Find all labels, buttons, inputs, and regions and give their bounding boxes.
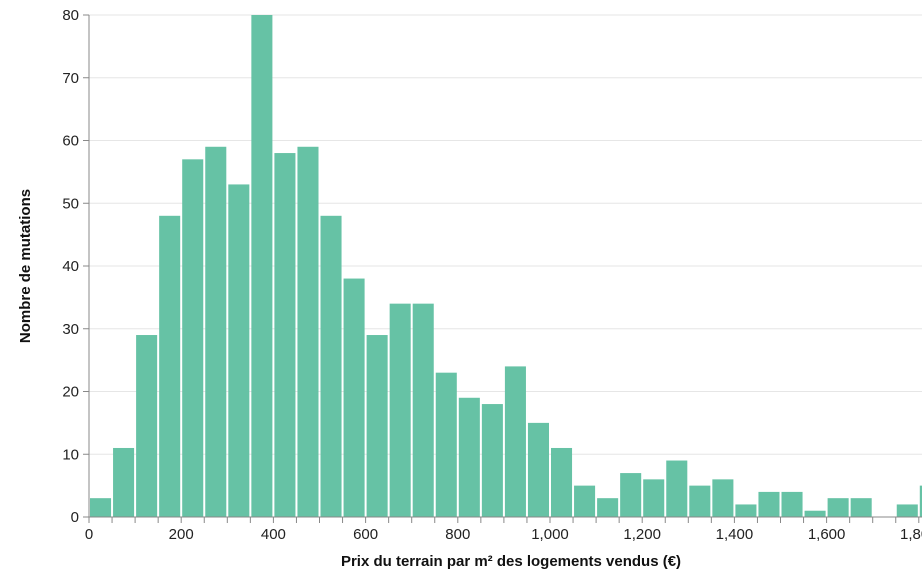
histogram-bar	[620, 473, 642, 517]
y-axis-title: Nombre de mutations	[17, 189, 34, 343]
histogram-bar	[781, 491, 803, 517]
histogram-bar	[827, 498, 849, 517]
histogram-bar	[274, 153, 296, 518]
histogram-bar	[251, 15, 273, 517]
histogram-bar	[758, 491, 780, 517]
histogram-bar	[481, 404, 503, 517]
x-tick-label: 1,200	[623, 526, 661, 543]
y-tick-label: 20	[62, 384, 79, 401]
histogram-bar	[504, 366, 526, 517]
x-axis-ticks: 0 200 400 600 800 1,000 1,200 1,400 1,600 1,800	[85, 517, 922, 543]
y-tick-label: 0	[71, 509, 79, 526]
histogram-bar	[182, 159, 204, 517]
x-tick-label: 0	[85, 526, 93, 543]
histogram-bar	[343, 278, 365, 517]
histogram-bar	[205, 146, 227, 517]
y-tick-label: 50	[62, 195, 79, 212]
histogram-bar	[136, 335, 158, 517]
grid-lines	[89, 14, 922, 455]
y-tick-label: 40	[62, 258, 79, 275]
histogram-bar	[458, 397, 480, 517]
y-tick-label: 10	[62, 446, 79, 463]
histogram-bar	[113, 447, 135, 517]
y-tick-label: 60	[62, 133, 79, 150]
histogram-bar	[297, 146, 319, 517]
histogram-bar	[366, 335, 388, 517]
histogram-bar	[597, 498, 619, 517]
histogram-bar	[527, 422, 549, 517]
y-tick-label: 80	[62, 7, 79, 24]
x-tick-label: 800	[445, 526, 470, 543]
histogram-bar	[159, 215, 181, 518]
histogram-bar	[228, 184, 250, 518]
histogram-bar	[919, 485, 922, 517]
y-axis-ticks: 0 10 20 30 40 50 60 70 80	[62, 7, 89, 526]
histogram-bar	[551, 447, 573, 517]
histogram-bar	[643, 479, 665, 517]
histogram-bar	[804, 510, 826, 517]
x-tick-label: 200	[169, 526, 194, 543]
histogram-bar	[435, 372, 457, 517]
histogram-bar	[850, 498, 872, 517]
histogram-bar	[90, 498, 112, 517]
y-tick-label: 70	[62, 70, 79, 87]
histogram-bar	[574, 485, 596, 517]
x-tick-label: 1,000	[531, 526, 569, 543]
histogram-bar	[689, 485, 711, 517]
x-tick-label: 1,400	[716, 526, 754, 543]
x-tick-label: 1,800	[900, 526, 922, 543]
histogram-bar	[389, 303, 411, 517]
histogram-bar	[320, 215, 342, 518]
x-tick-label: 400	[261, 526, 286, 543]
histogram-bar	[896, 504, 918, 517]
x-tick-label: 600	[353, 526, 378, 543]
histogram-bars	[90, 15, 922, 518]
histogram-bar	[412, 303, 434, 517]
x-tick-label: 1,600	[808, 526, 846, 543]
x-axis-title: Prix du terrain par m² des logements ven…	[341, 553, 681, 570]
histogram-bar	[712, 479, 734, 517]
y-tick-label: 30	[62, 321, 79, 338]
histogram-bar	[666, 460, 688, 517]
histogram-bar	[735, 504, 757, 517]
